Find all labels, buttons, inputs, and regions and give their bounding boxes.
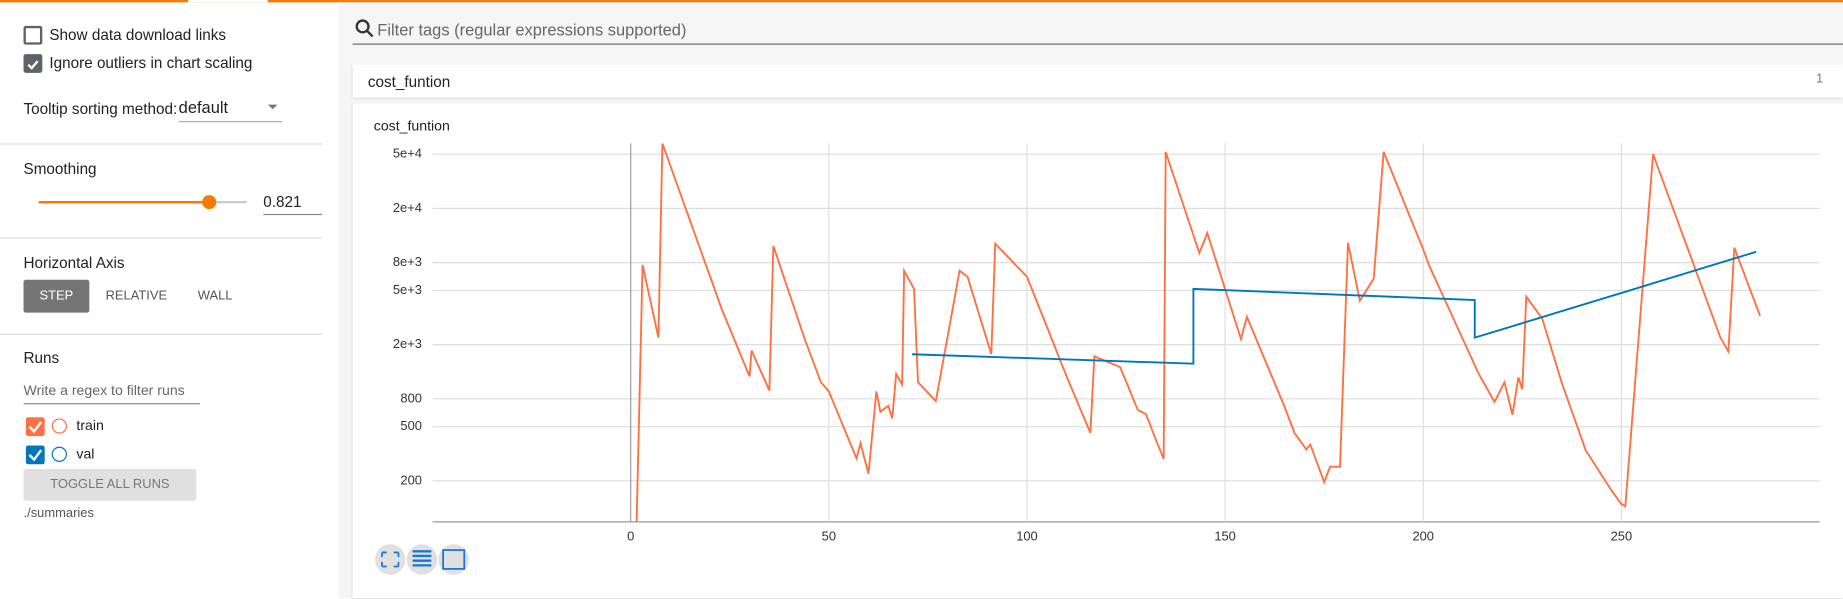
tag-filter[interactable]: Filter tags (regular expressions support… xyxy=(352,12,1843,45)
x-tick-label: 0 xyxy=(627,529,634,544)
y-tick-label: 5e+4 xyxy=(393,146,422,161)
run-name: train xyxy=(76,417,104,434)
x-tick-label: 250 xyxy=(1611,529,1633,544)
section-title: Horizontal Axis xyxy=(23,253,125,272)
card-count: 1 xyxy=(1815,71,1824,86)
toggle-all-button[interactable]: TOGGLE ALL RUNS xyxy=(23,468,197,501)
chart-title: cost_funtion xyxy=(373,117,450,134)
option-label: Show data download links xyxy=(49,25,227,44)
card-tag: cost_funtion xyxy=(367,72,451,91)
search-icon xyxy=(355,19,374,38)
check-icon xyxy=(28,421,43,434)
y-tick-label: 2e+4 xyxy=(393,200,422,215)
x-tick-label: 50 xyxy=(822,529,836,544)
slider-fill xyxy=(38,200,210,204)
run-checkbox[interactable] xyxy=(25,445,45,465)
y-tick-label: 8e+3 xyxy=(393,254,422,269)
y-tick-label: 200 xyxy=(400,472,422,487)
tooltip-label: Tooltip sorting method: xyxy=(23,99,178,118)
zoom-button[interactable] xyxy=(438,544,469,575)
x-tick-label: 100 xyxy=(1016,529,1038,544)
x-tick-label: 200 xyxy=(1412,529,1434,544)
fit-button[interactable] xyxy=(374,544,406,575)
run-color[interactable] xyxy=(51,418,67,434)
fit-icon xyxy=(381,551,400,568)
series-line xyxy=(635,143,1761,522)
separator xyxy=(0,237,323,239)
run-color[interactable] xyxy=(51,446,67,462)
logdir: ./summaries xyxy=(23,506,94,521)
section-title: Runs xyxy=(23,349,60,367)
run-name: val xyxy=(76,445,95,462)
top-bar xyxy=(0,0,1843,3)
slider-thumb[interactable] xyxy=(202,195,217,210)
run-checkbox[interactable] xyxy=(25,417,45,437)
legend-icon xyxy=(412,550,432,567)
checkbox[interactable] xyxy=(23,54,43,73)
axis-button[interactable]: RELATIVE xyxy=(105,289,168,304)
zoom-icon xyxy=(442,549,466,570)
y-tick-label: 500 xyxy=(400,418,422,433)
checkbox[interactable] xyxy=(23,25,43,45)
separator xyxy=(0,143,323,145)
check-icon xyxy=(28,449,43,462)
filter-placeholder: Filter tags (regular expressions support… xyxy=(377,19,687,39)
slider-track[interactable] xyxy=(38,195,247,210)
runs-filter[interactable]: Write a regex to filter runs xyxy=(23,382,200,405)
tab-indicator xyxy=(188,0,268,3)
chart-card xyxy=(352,103,1843,599)
plot-area xyxy=(635,143,1761,522)
axis-button[interactable]: STEP xyxy=(23,279,90,313)
option-label: Ignore outliers in chart scaling xyxy=(49,54,253,72)
tooltip-dropdown[interactable]: default xyxy=(178,97,283,123)
smoothing-input[interactable]: 0.821 xyxy=(263,193,323,216)
dropdown-value: default xyxy=(178,97,229,117)
y-tick-label: 5e+3 xyxy=(393,282,422,297)
check-icon xyxy=(27,60,39,70)
y-tick-label: 2e+3 xyxy=(393,336,422,351)
y-tick-label: 800 xyxy=(400,390,422,405)
section-title: Smoothing xyxy=(23,159,97,178)
chart-buttons xyxy=(374,544,469,575)
separator xyxy=(0,333,323,335)
dropdown-arrow xyxy=(267,104,278,114)
axis-button[interactable]: WALL xyxy=(197,289,233,304)
x-tick-label: 150 xyxy=(1214,529,1236,544)
series-line xyxy=(912,250,1757,365)
card-header[interactable]: cost_funtion 1 xyxy=(352,64,1843,98)
